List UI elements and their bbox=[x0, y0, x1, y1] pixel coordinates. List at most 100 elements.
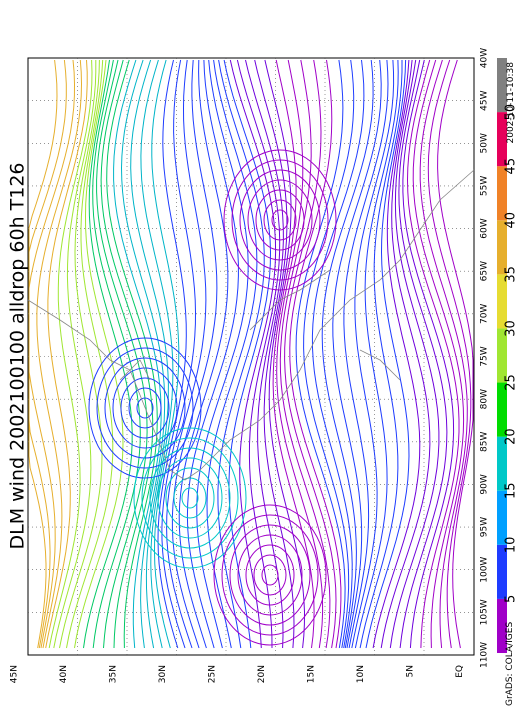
colorbar-swatch bbox=[497, 166, 507, 221]
colorbar-label: 10 bbox=[504, 537, 519, 554]
vortex-ring bbox=[149, 447, 231, 549]
vortex-ring bbox=[245, 544, 295, 606]
streamline bbox=[120, 59, 166, 649]
lon-label: 40W bbox=[480, 48, 490, 68]
lon-label: 65W bbox=[480, 261, 490, 281]
vortex-ring bbox=[255, 189, 305, 251]
streamline bbox=[206, 59, 258, 649]
streamline bbox=[303, 59, 355, 649]
lat-label: EQ bbox=[455, 665, 465, 678]
lat-label: 5N bbox=[406, 665, 416, 677]
vortex-ring bbox=[237, 534, 303, 616]
lon-label: 95W bbox=[480, 517, 490, 537]
colorbar-swatch bbox=[497, 112, 507, 167]
streamline bbox=[398, 59, 448, 649]
lat-label: 30N bbox=[158, 665, 168, 683]
streamline bbox=[166, 59, 207, 649]
lat-label: 35N bbox=[109, 665, 119, 683]
streamline bbox=[245, 59, 284, 649]
colorbar-label: 5 bbox=[504, 595, 519, 603]
streamline bbox=[45, 59, 88, 649]
streamlines bbox=[28, 59, 474, 649]
longitude-labels: 110W 105W 100W 95W 90W 85W 80W 75W 70W 65W 60W 55W 5… bbox=[480, 48, 490, 668]
streamline bbox=[254, 59, 295, 649]
lon-label: 90W bbox=[480, 474, 490, 494]
streamline bbox=[343, 59, 389, 649]
streamline bbox=[406, 59, 460, 649]
streamline bbox=[354, 59, 399, 649]
streamline bbox=[295, 59, 346, 649]
streamline bbox=[59, 59, 103, 649]
vortex-ring bbox=[104, 357, 186, 459]
credit: GrADS: COLA/IGES bbox=[505, 622, 515, 706]
vortex-ring bbox=[173, 477, 207, 519]
streamline bbox=[437, 59, 474, 649]
lon-label: 110W bbox=[480, 642, 490, 668]
lat-label: 10N bbox=[356, 665, 366, 683]
streamline bbox=[106, 59, 158, 649]
vortex-ring bbox=[229, 524, 311, 626]
streamline bbox=[365, 59, 410, 649]
vortex-ring bbox=[141, 437, 239, 559]
streamline bbox=[380, 59, 431, 649]
vortex-ring bbox=[128, 387, 162, 429]
streamline bbox=[140, 59, 174, 649]
vortex-ring bbox=[213, 504, 327, 646]
vortex-ring bbox=[221, 514, 319, 636]
streamline bbox=[171, 59, 218, 649]
vortex-ring bbox=[157, 457, 223, 539]
streamline bbox=[53, 60, 97, 649]
streamline bbox=[389, 59, 440, 649]
streamline bbox=[178, 59, 229, 649]
colorbar-swatch bbox=[497, 436, 507, 491]
latitude-labels: 45N 40N 35N 30N 25N 20N 15N 10N 5N EQ bbox=[10, 665, 466, 683]
lon-label: 55W bbox=[480, 176, 490, 196]
colorbar-label: 35 bbox=[504, 266, 519, 283]
vortex-ring bbox=[120, 377, 170, 439]
colorbar-swatch bbox=[497, 382, 507, 437]
streamline bbox=[196, 59, 249, 649]
vortex-ring bbox=[165, 467, 215, 529]
timestamp: 2002-10-11-10:38 bbox=[506, 62, 516, 144]
vortex-ring bbox=[133, 427, 247, 569]
lon-label: 60W bbox=[480, 218, 490, 238]
lon-label: 70W bbox=[480, 304, 490, 324]
colorbar-label: 15 bbox=[504, 482, 519, 499]
streamline bbox=[284, 59, 337, 649]
streamline bbox=[96, 59, 148, 649]
streamline bbox=[236, 59, 281, 649]
streamline bbox=[161, 59, 197, 649]
streamline bbox=[217, 59, 265, 649]
streamline bbox=[264, 59, 306, 649]
colorbar-swatch bbox=[497, 274, 507, 329]
lon-label: 85W bbox=[480, 432, 490, 452]
lon-label: 45W bbox=[480, 90, 490, 110]
streamline bbox=[66, 59, 114, 649]
vortex-ring bbox=[263, 199, 297, 241]
colorbar-label: 30 bbox=[504, 320, 519, 337]
vortex-ring bbox=[112, 367, 178, 449]
streamline bbox=[311, 59, 365, 649]
streamline bbox=[419, 59, 468, 649]
streamline bbox=[36, 59, 83, 649]
streamline bbox=[359, 60, 403, 649]
colorbar: 5 10 15 20 25 30 35 40 45 50 bbox=[497, 58, 519, 653]
colorbar-swatch bbox=[497, 598, 507, 653]
streamline bbox=[100, 59, 154, 649]
streamline bbox=[229, 59, 277, 649]
streamline bbox=[412, 59, 465, 649]
streamline bbox=[427, 59, 472, 649]
colorbar-swatch bbox=[497, 490, 507, 545]
streamline bbox=[151, 59, 180, 649]
colorbar-label: 20 bbox=[504, 428, 519, 445]
streamline bbox=[113, 59, 162, 649]
vortex-ring bbox=[223, 149, 337, 291]
vortex-ring bbox=[96, 347, 194, 469]
streamline bbox=[332, 59, 382, 649]
streamline bbox=[92, 59, 141, 649]
colorbar-swatch bbox=[497, 544, 507, 599]
lat-label: 45N bbox=[10, 665, 20, 683]
colorbar-label: 25 bbox=[504, 374, 519, 391]
lat-label: 25N bbox=[208, 665, 218, 683]
